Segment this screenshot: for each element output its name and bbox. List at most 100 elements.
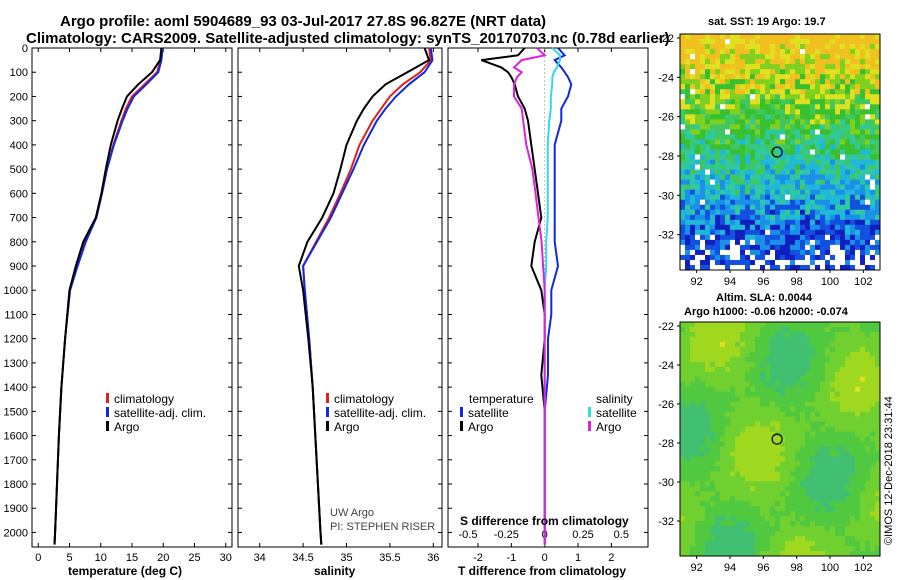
map-cell — [695, 346, 701, 353]
map-cell — [855, 214, 861, 221]
map-cell — [750, 446, 756, 452]
series-line-argo — [53, 47, 163, 545]
map-cell — [690, 169, 696, 175]
map-cell — [730, 371, 736, 378]
map-cell — [735, 109, 741, 115]
map-cell — [835, 154, 841, 160]
map-cell — [835, 496, 841, 502]
lat-tick-label: -24 — [658, 360, 674, 372]
map-cell — [815, 94, 821, 100]
map-cell — [810, 239, 816, 246]
map-cell — [695, 119, 701, 125]
map-cell — [795, 159, 801, 165]
map-cell — [760, 49, 766, 55]
map-cell — [855, 209, 861, 216]
map-cell — [790, 179, 796, 186]
lat-tick-label: -28 — [658, 151, 674, 163]
map-cell — [820, 249, 826, 256]
map-cell — [740, 89, 746, 95]
map-cell — [695, 99, 701, 105]
map-cell — [770, 506, 776, 512]
map-cell — [700, 436, 706, 442]
map-cell — [795, 144, 801, 150]
map-cell — [705, 511, 711, 517]
map-cell — [790, 94, 796, 100]
map-cell — [745, 144, 751, 150]
map-cell — [710, 366, 716, 373]
map-cell — [875, 376, 881, 383]
map-cell — [750, 531, 756, 537]
map-cell — [690, 551, 696, 557]
map-cell — [750, 104, 756, 110]
map-cell — [750, 159, 756, 165]
map-cell — [815, 471, 821, 477]
credit-line2: PI: STEPHEN RISER — [330, 521, 435, 533]
map-cell — [870, 189, 876, 196]
ytick-label: 1200 — [4, 334, 28, 346]
map-cell — [680, 516, 686, 522]
map-cell — [790, 451, 796, 457]
map-cell — [840, 336, 846, 343]
map-cell — [775, 366, 781, 373]
map-cell — [720, 44, 726, 50]
map-cell — [785, 74, 791, 80]
map-cell — [770, 476, 776, 482]
map-cell — [795, 456, 801, 462]
map-cell — [815, 79, 821, 85]
map-cell — [850, 471, 856, 477]
map-cell — [685, 551, 691, 557]
map-cell — [830, 149, 836, 155]
map-cell — [875, 194, 881, 201]
map-cell — [685, 481, 691, 487]
map-cell — [850, 264, 856, 271]
map-cell — [740, 164, 746, 170]
map-cell — [795, 129, 801, 135]
map-cell — [770, 331, 776, 338]
map-cell — [865, 501, 871, 507]
map-cell — [875, 149, 881, 155]
map-cell — [700, 461, 706, 467]
map-cell — [760, 139, 766, 145]
map-cell — [795, 174, 801, 181]
map-cell — [700, 69, 706, 75]
map-cell — [780, 366, 786, 373]
map-cell — [695, 526, 701, 532]
map-cell — [805, 134, 811, 140]
map-cell — [805, 406, 811, 413]
map-cell — [805, 501, 811, 507]
map-cell — [870, 74, 876, 80]
map-cell — [725, 119, 731, 125]
map-cell — [765, 259, 771, 266]
map-cell — [730, 391, 736, 398]
ytick-label: 1300 — [4, 358, 28, 370]
map-cell — [865, 341, 871, 348]
map-cell — [695, 259, 701, 266]
map-cell — [815, 536, 821, 542]
map-cell — [785, 104, 791, 110]
map-cell — [705, 264, 711, 271]
map-cell — [780, 381, 786, 388]
map-cell — [830, 44, 836, 50]
map-cell — [735, 351, 741, 358]
map-cell — [695, 104, 701, 110]
map-cell — [840, 456, 846, 462]
map-cell — [795, 204, 801, 211]
map-cell — [765, 264, 771, 271]
map-cell — [685, 134, 691, 140]
map-cell — [835, 511, 841, 517]
map-cell — [695, 69, 701, 75]
map-cell — [865, 149, 871, 155]
map-cell — [725, 456, 731, 462]
map-cell — [845, 386, 851, 393]
map-cell — [855, 441, 861, 447]
map-cell — [785, 189, 791, 196]
map-cell — [800, 346, 806, 353]
map-cell — [775, 114, 781, 120]
map-cell — [740, 456, 746, 462]
map-cell — [870, 259, 876, 266]
map-cell — [870, 114, 876, 120]
map-cell — [790, 501, 796, 507]
map-cell — [805, 264, 811, 271]
map-cell — [720, 336, 726, 343]
map-cell — [775, 94, 781, 100]
